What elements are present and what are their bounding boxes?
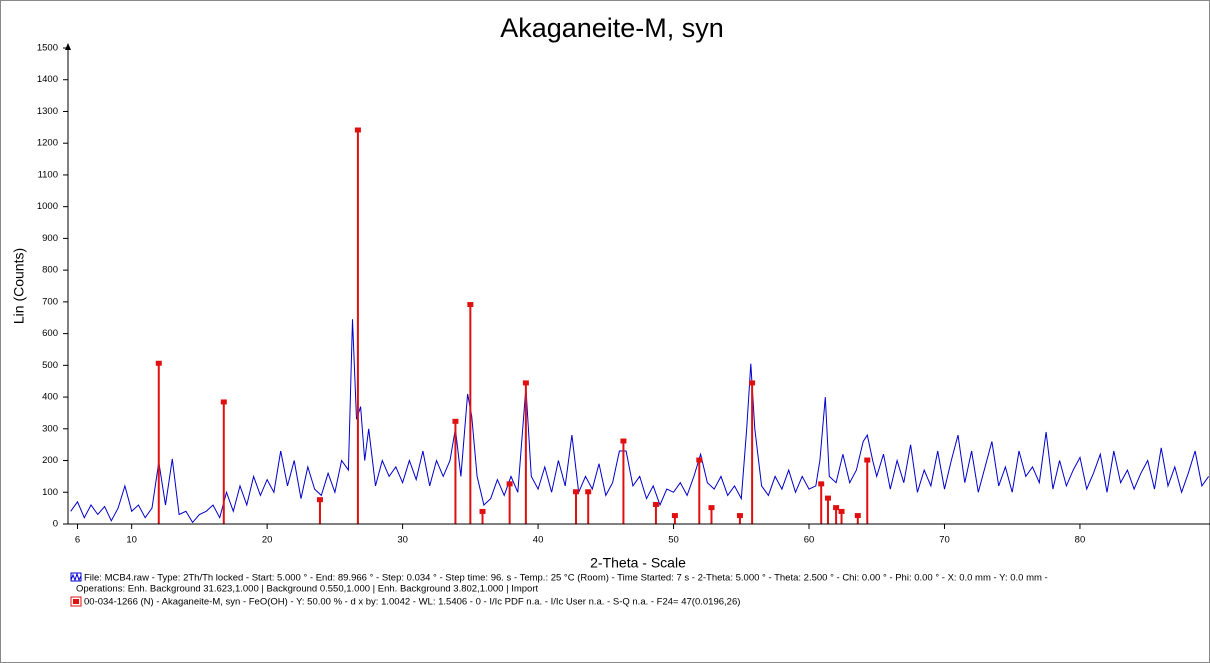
stick-marker <box>833 505 840 511</box>
stick-marker <box>620 438 627 444</box>
x-tick-label: 30 <box>397 535 408 546</box>
y-tick-label: 200 <box>42 455 58 466</box>
x-tick-label: 20 <box>262 535 273 546</box>
x-tick-label: 50 <box>668 535 679 546</box>
legend-note: Operations: Enh. Background 31.623,1.000… <box>76 584 538 595</box>
y-tick-label: 500 <box>42 360 58 371</box>
legend-icon-stick <box>70 596 82 607</box>
stick-marker <box>818 481 825 487</box>
stick-marker <box>479 508 486 514</box>
y-tick-label: 800 <box>42 265 58 276</box>
legend-icon-line <box>70 572 82 582</box>
y-tick-label: 700 <box>42 296 58 307</box>
stick-marker <box>155 360 162 366</box>
y-axis-arrow <box>65 43 71 50</box>
y-tick-label: 400 <box>42 392 58 403</box>
stick-marker <box>652 501 659 507</box>
stick-marker <box>506 481 513 487</box>
stick-marker <box>736 513 743 519</box>
stick-marker <box>864 457 871 463</box>
stick-marker <box>220 399 227 405</box>
legend-label: 00-034-1266 (N) - Akaganeite-M, syn - Fe… <box>84 597 740 608</box>
stick-marker <box>452 418 459 424</box>
stick-marker <box>585 489 592 495</box>
legend-label: File: MCB4.raw - Type: 2Th/Th locked - S… <box>84 573 1048 584</box>
y-tick-label: 600 <box>42 328 58 339</box>
y-tick-label: 1100 <box>38 169 58 180</box>
x-tick-label: 60 <box>804 535 815 546</box>
data-line <box>70 319 1210 524</box>
x-tick-label: 40 <box>533 535 544 546</box>
stick-marker <box>354 127 361 133</box>
y-tick-label: 1300 <box>37 106 58 117</box>
stick-marker <box>824 495 831 501</box>
y-tick-label: 0 <box>53 519 58 530</box>
y-tick-label: 900 <box>42 233 58 244</box>
y-tick-label: 1500 <box>37 43 58 54</box>
stick-marker <box>838 508 845 514</box>
stick-marker <box>749 380 756 386</box>
stick-marker <box>467 302 474 308</box>
y-tick-label: 1000 <box>37 201 58 212</box>
x-tick-label: 70 <box>939 535 950 546</box>
stick-marker <box>522 380 529 386</box>
y-tick-label: 1200 <box>37 138 58 149</box>
x-tick-label: 80 <box>1075 535 1086 546</box>
chart-title: Akaganeite-M, syn <box>500 13 724 43</box>
y-tick-label: 100 <box>42 487 58 498</box>
stick-marker <box>316 497 323 503</box>
x-tick-label: 6 <box>75 535 80 546</box>
x-tick-label: 10 <box>126 535 137 546</box>
stick-marker <box>708 505 715 511</box>
stick-marker <box>573 489 580 495</box>
stick-marker <box>671 513 678 519</box>
y-tick-label: 300 <box>42 423 58 434</box>
stick-marker <box>696 457 703 463</box>
stick-marker <box>854 513 861 519</box>
x-axis-label: 2-Theta - Scale <box>590 555 686 571</box>
y-tick-label: 1400 <box>37 74 58 85</box>
y-axis-label: Lin (Counts) <box>11 248 27 324</box>
